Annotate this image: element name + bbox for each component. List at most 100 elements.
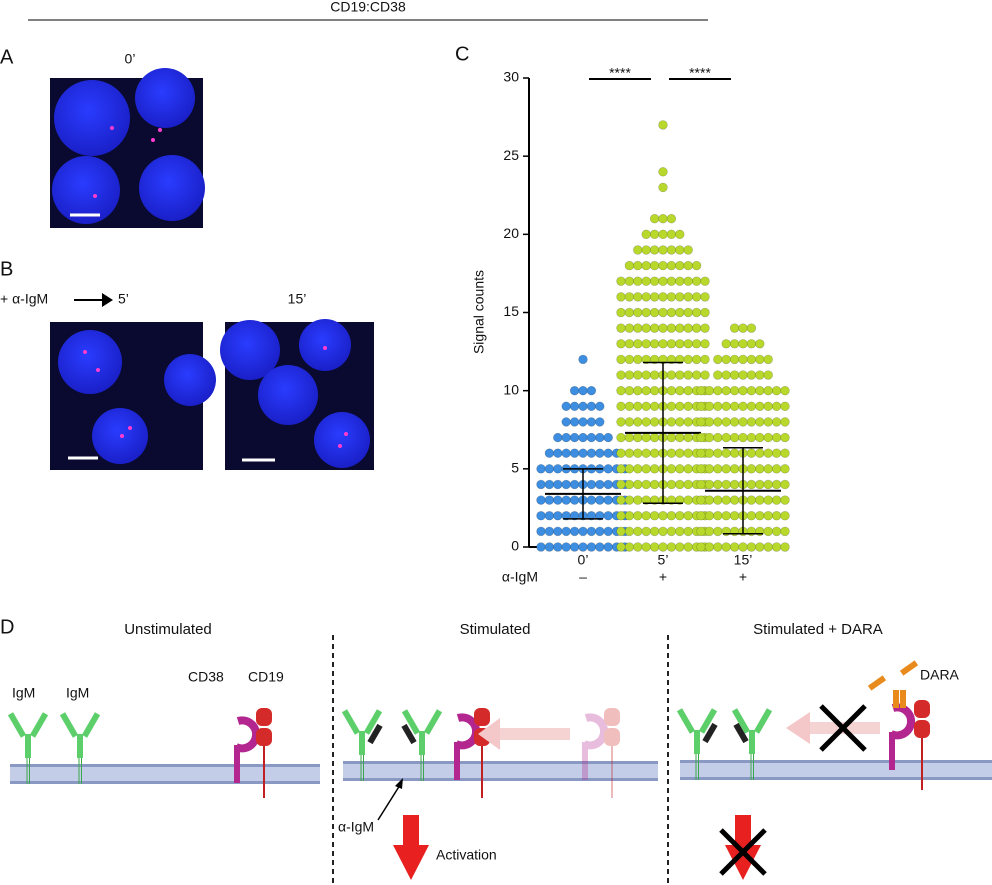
dot	[649, 339, 660, 349]
dot	[649, 245, 660, 255]
dot	[595, 495, 605, 505]
dot	[586, 401, 597, 411]
dot	[666, 292, 677, 302]
dot	[729, 448, 740, 458]
dot	[586, 448, 597, 458]
dot	[569, 542, 580, 552]
dot	[616, 401, 626, 411]
dot	[738, 401, 748, 411]
dot	[738, 354, 748, 365]
dot	[666, 511, 677, 521]
dot	[721, 448, 731, 458]
dot	[641, 307, 651, 318]
dot	[755, 479, 765, 490]
dot	[771, 511, 782, 521]
dot	[780, 479, 790, 490]
dot	[721, 401, 731, 411]
micrograph	[50, 68, 205, 228]
dot	[633, 245, 643, 255]
dot	[624, 401, 635, 411]
dot	[658, 526, 668, 537]
dot	[641, 229, 651, 240]
dot	[738, 370, 748, 380]
dot	[729, 542, 740, 552]
dot	[633, 276, 643, 286]
dot	[658, 542, 668, 552]
arrow-head	[102, 293, 113, 307]
dot	[624, 260, 635, 271]
dot	[696, 385, 706, 396]
dot	[675, 542, 685, 552]
dot	[649, 417, 660, 427]
dot	[683, 495, 693, 505]
dot	[771, 479, 782, 490]
dot	[616, 464, 626, 474]
dot	[704, 526, 715, 537]
dot	[713, 417, 723, 427]
dot	[721, 370, 731, 380]
dot	[616, 432, 626, 443]
dot	[641, 339, 651, 349]
dot	[616, 307, 626, 318]
y-tick-label: 0	[511, 538, 519, 554]
molecule-label: DARA	[920, 667, 960, 683]
dot	[641, 526, 651, 537]
dot	[683, 526, 693, 537]
dot	[675, 401, 685, 411]
dot	[633, 448, 643, 458]
dot	[616, 448, 626, 458]
dot	[633, 370, 643, 380]
dot	[721, 479, 731, 490]
dot	[553, 526, 563, 537]
dot	[729, 417, 740, 427]
dot	[649, 214, 660, 224]
dot	[649, 229, 660, 240]
dot	[633, 339, 643, 349]
dot	[721, 464, 731, 474]
dot	[641, 511, 651, 521]
dot	[704, 542, 715, 552]
dot	[658, 167, 668, 177]
dot	[578, 354, 588, 365]
x-tick-label: 15’	[734, 552, 753, 568]
dot	[721, 354, 731, 365]
dot	[696, 448, 706, 458]
dot	[755, 417, 765, 427]
dot	[675, 307, 685, 318]
dot	[641, 323, 651, 333]
dot	[641, 260, 651, 271]
dot	[746, 354, 757, 365]
dot	[683, 245, 693, 255]
dot	[755, 354, 765, 365]
dot	[755, 448, 765, 458]
dot	[641, 432, 651, 443]
dot	[649, 260, 660, 271]
dot	[569, 495, 580, 505]
dot	[544, 542, 555, 552]
dot	[721, 511, 731, 521]
dot	[746, 323, 757, 333]
dot	[633, 260, 643, 271]
dot	[544, 448, 555, 458]
dot	[666, 479, 677, 490]
dot	[763, 370, 773, 380]
dot	[704, 417, 715, 427]
dot	[666, 464, 677, 474]
dot	[603, 448, 613, 458]
dot	[595, 401, 605, 411]
dot	[683, 432, 693, 443]
dot	[691, 292, 702, 302]
dot	[746, 417, 757, 427]
dot	[658, 214, 668, 224]
dot	[658, 182, 668, 193]
dot	[771, 448, 782, 458]
dot	[729, 370, 740, 380]
dot	[649, 479, 660, 490]
dot	[713, 526, 723, 537]
dot	[649, 448, 660, 458]
dot	[675, 370, 685, 380]
dot	[683, 276, 693, 286]
dot	[641, 448, 651, 458]
dot	[616, 276, 626, 286]
dot	[586, 385, 597, 396]
